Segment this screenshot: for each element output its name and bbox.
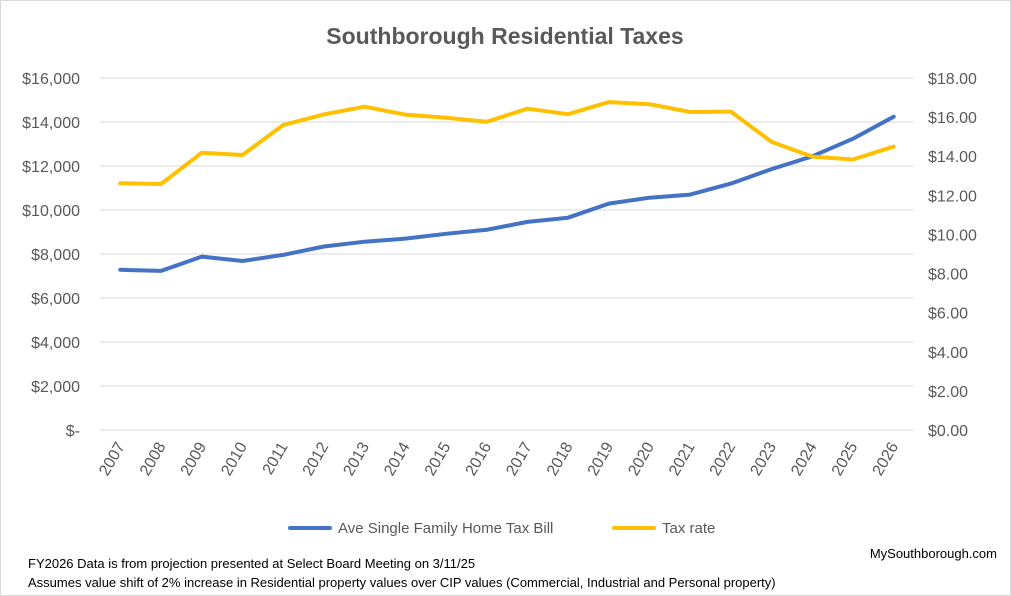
right-tick-label: $10.00 (928, 227, 977, 244)
left-tick-label: $- (66, 423, 80, 440)
left-tick-label: $16,000 (22, 71, 80, 88)
x-tick-label: 2015 (422, 439, 455, 478)
x-tick-label: 2011 (260, 439, 292, 477)
left-y-axis: $- $2,000 $4,000 $6,000 $8,000 $10,000 $12,000… (22, 71, 80, 440)
x-axis: 2007 2008 2009 2010 2011 2012 2013 2014 2015 2016… (96, 439, 902, 478)
legend-label: Ave Single Family Home Tax Bill (338, 520, 553, 537)
right-tick-label: $6.00 (928, 306, 968, 323)
x-tick-label: 2014 (381, 439, 414, 478)
source-credit: MySouthborough.com (869, 546, 997, 561)
x-tick-label: 2013 (340, 439, 373, 478)
right-tick-label: $16.00 (928, 110, 977, 127)
x-tick-label: 2023 (747, 439, 780, 478)
legend: Ave Single Family Home Tax Bill Tax rate (288, 520, 715, 537)
left-tick-label: $4,000 (31, 335, 80, 352)
series-line-tax-bill (118, 114, 896, 273)
x-tick-label: 2012 (300, 439, 333, 478)
gridlines (100, 77, 914, 431)
right-tick-label: $4.00 (928, 345, 968, 362)
right-y-axis: $0.00 $2.00 $4.00 $6.00 $8.00 $10.00 $12.00 $14… (928, 71, 977, 440)
series-line-tax-rate (118, 100, 896, 186)
x-tick-label: 2018 (544, 439, 577, 478)
x-tick-label: 2024 (788, 439, 821, 478)
x-tick-label: 2025 (829, 439, 862, 478)
x-tick-label: 2020 (625, 439, 658, 478)
left-tick-label: $8,000 (31, 247, 80, 264)
x-tick-label: 2007 (96, 439, 129, 478)
x-tick-label: 2010 (218, 439, 251, 478)
right-tick-label: $14.00 (928, 149, 977, 166)
chart-title: Southborough Residential Taxes (326, 23, 683, 49)
x-tick-label: 2016 (463, 439, 496, 478)
right-tick-label: $8.00 (928, 267, 968, 284)
right-tick-label: $18.00 (928, 71, 977, 88)
footnote-value-shift: Assumes value shift of 2% increase in Re… (28, 575, 776, 590)
left-tick-label: $6,000 (31, 291, 80, 308)
x-tick-label: 2008 (137, 439, 170, 478)
left-tick-label: $12,000 (22, 159, 80, 176)
right-tick-label: $2.00 (928, 384, 968, 401)
x-tick-label: 2021 (666, 439, 699, 478)
x-tick-label: 2017 (503, 439, 536, 478)
legend-label: Tax rate (662, 520, 715, 537)
x-tick-label: 2026 (870, 439, 903, 478)
series-lines (118, 100, 896, 273)
footnote-projection: FY2026 Data is from projection presented… (28, 556, 476, 571)
left-tick-label: $14,000 (22, 115, 80, 132)
x-tick-label: 2009 (178, 439, 211, 478)
right-tick-label: $12.00 (928, 188, 977, 205)
x-tick-label: 2022 (707, 439, 740, 478)
left-tick-label: $10,000 (22, 203, 80, 220)
right-tick-label: $0.00 (928, 423, 968, 440)
left-tick-label: $2,000 (31, 379, 80, 396)
x-tick-label: 2019 (585, 439, 618, 478)
